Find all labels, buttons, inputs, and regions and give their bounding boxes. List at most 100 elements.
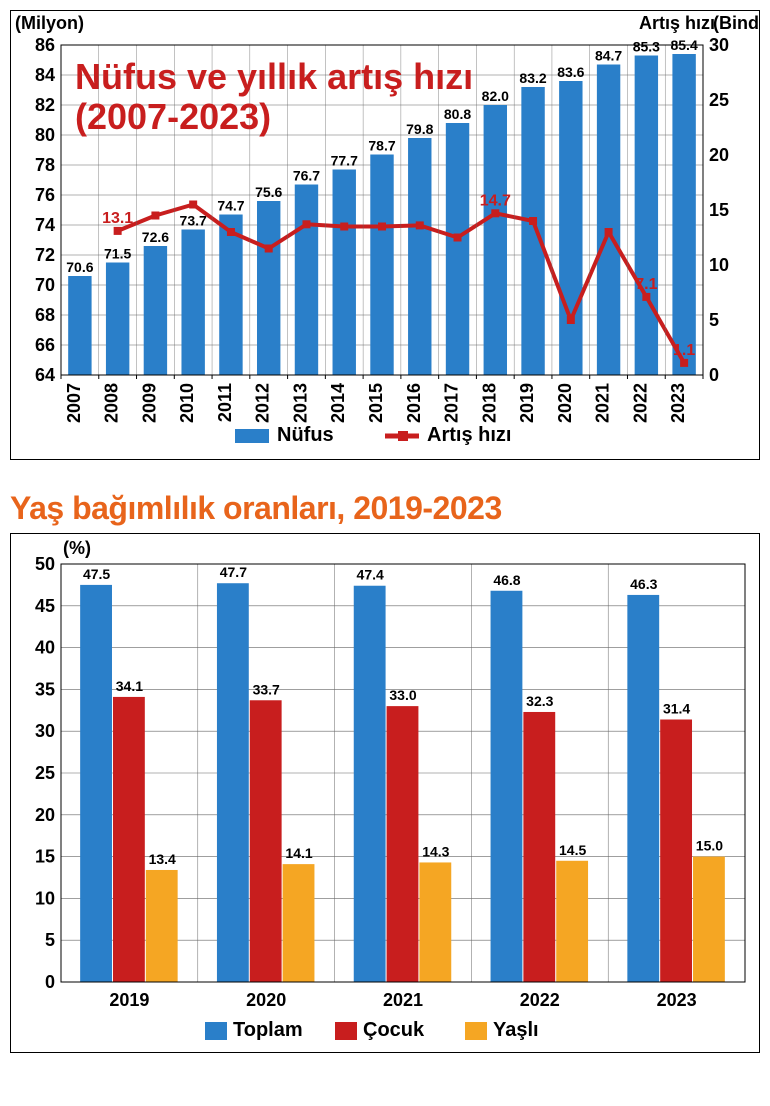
svg-text:75.6: 75.6 [255, 184, 282, 200]
svg-text:2009: 2009 [139, 383, 159, 423]
svg-text:14.3: 14.3 [422, 843, 449, 859]
svg-text:2018: 2018 [479, 383, 499, 423]
svg-text:82: 82 [35, 95, 55, 115]
svg-text:2015: 2015 [366, 383, 386, 423]
svg-text:15.0: 15.0 [696, 838, 723, 854]
svg-text:13.4: 13.4 [149, 851, 176, 867]
svg-text:10: 10 [709, 255, 729, 275]
svg-text:1.1: 1.1 [673, 342, 695, 359]
svg-text:35: 35 [35, 679, 55, 699]
svg-text:Toplam: Toplam [233, 1019, 303, 1041]
svg-text:85.3: 85.3 [633, 39, 660, 55]
svg-text:82.0: 82.0 [482, 88, 509, 104]
svg-text:84.7: 84.7 [595, 48, 622, 64]
svg-text:64: 64 [35, 365, 55, 385]
svg-text:0: 0 [45, 972, 55, 992]
svg-text:Nüfus: Nüfus [277, 424, 334, 446]
svg-text:2020: 2020 [555, 383, 575, 423]
svg-text:77.7: 77.7 [331, 153, 358, 169]
svg-text:25: 25 [35, 763, 55, 783]
svg-text:2020: 2020 [246, 990, 286, 1010]
svg-text:86: 86 [35, 35, 55, 55]
svg-text:80: 80 [35, 125, 55, 145]
svg-text:20: 20 [709, 145, 729, 165]
svg-text:78: 78 [35, 155, 55, 175]
svg-text:13.1: 13.1 [102, 210, 133, 227]
svg-text:30: 30 [35, 721, 55, 741]
svg-text:14.1: 14.1 [285, 845, 312, 861]
svg-text:Artış hızı: Artış hızı [639, 13, 715, 33]
svg-text:2022: 2022 [520, 990, 560, 1010]
svg-text:2013: 2013 [290, 383, 310, 423]
svg-text:2023: 2023 [668, 383, 688, 423]
svg-text:15: 15 [35, 847, 55, 867]
svg-text:20: 20 [35, 805, 55, 825]
svg-text:(%): (%) [63, 538, 91, 558]
svg-text:Çocuk: Çocuk [363, 1019, 425, 1041]
svg-text:68: 68 [35, 305, 55, 325]
chart1-svg: 64 66 68 70 72 74 76 78 80 82 84 86 0 5 10 15 20 25 30 (Mil… [11, 11, 759, 459]
svg-text:40: 40 [35, 638, 55, 658]
svg-text:2021: 2021 [593, 383, 613, 423]
svg-text:70: 70 [35, 275, 55, 295]
svg-text:2008: 2008 [102, 383, 122, 423]
svg-text:Nüfus ve yıllık artış hızı: Nüfus ve yıllık artış hızı [75, 56, 473, 97]
svg-text:74: 74 [35, 215, 55, 235]
svg-text:2014: 2014 [328, 383, 348, 423]
svg-text:84: 84 [35, 65, 55, 85]
svg-text:46.3: 46.3 [630, 576, 657, 592]
svg-text:66: 66 [35, 335, 55, 355]
svg-text:33.0: 33.0 [389, 687, 416, 703]
svg-text:74.7: 74.7 [217, 198, 244, 214]
svg-text:73.7: 73.7 [180, 213, 207, 229]
svg-text:76: 76 [35, 185, 55, 205]
svg-text:2022: 2022 [630, 383, 650, 423]
svg-text:72.6: 72.6 [142, 229, 169, 245]
svg-text:2019: 2019 [109, 990, 149, 1010]
svg-text:25: 25 [709, 90, 729, 110]
svg-text:32.3: 32.3 [526, 693, 553, 709]
svg-text:71.5: 71.5 [104, 246, 131, 262]
svg-text:7.1: 7.1 [635, 276, 657, 293]
svg-text:47.5: 47.5 [83, 566, 110, 582]
svg-text:15: 15 [709, 200, 729, 220]
dependency-ratio-section: Yaş bağımlılık oranları, 2019-2023 (%) 0 5… [10, 490, 760, 1053]
svg-text:2021: 2021 [383, 990, 423, 1010]
svg-text:30: 30 [709, 35, 729, 55]
svg-text:83.6: 83.6 [557, 64, 584, 80]
svg-text:(2007-2023): (2007-2023) [75, 96, 271, 137]
svg-text:46.8: 46.8 [493, 572, 520, 588]
population-growth-chart: 64 66 68 70 72 74 76 78 80 82 84 86 0 5 10 15 20 25 30 (Mil… [10, 10, 760, 460]
svg-text:2017: 2017 [442, 383, 462, 423]
svg-text:33.7: 33.7 [253, 681, 280, 697]
svg-text:2016: 2016 [404, 383, 424, 423]
svg-text:45: 45 [35, 596, 55, 616]
svg-text:Artış hızı: Artış hızı [427, 424, 511, 446]
svg-text:31.4: 31.4 [663, 700, 690, 716]
svg-text:2010: 2010 [177, 383, 197, 423]
svg-text:2011: 2011 [215, 383, 235, 422]
svg-text:72: 72 [35, 245, 55, 265]
svg-text:78.7: 78.7 [368, 138, 395, 154]
chart2-svg: (%)0510152025303540455047.534.113.420194… [11, 534, 759, 1052]
svg-text:(Milyon): (Milyon) [15, 13, 84, 33]
svg-text:5: 5 [709, 310, 719, 330]
svg-text:79.8: 79.8 [406, 121, 433, 137]
svg-text:80.8: 80.8 [444, 106, 471, 122]
svg-text:0: 0 [709, 365, 719, 385]
svg-text:2012: 2012 [253, 383, 273, 423]
chart2-title: Yaş bağımlılık oranları, 2019-2023 [10, 490, 760, 527]
svg-text:2019: 2019 [517, 383, 537, 423]
svg-text:14.7: 14.7 [480, 192, 511, 209]
svg-text:Yaşlı: Yaşlı [493, 1019, 539, 1041]
svg-text:50: 50 [35, 554, 55, 574]
svg-text:70.6: 70.6 [66, 259, 93, 275]
svg-text:83.2: 83.2 [519, 70, 546, 86]
svg-text:47.4: 47.4 [357, 567, 384, 583]
svg-text:2007: 2007 [64, 383, 84, 423]
svg-text:34.1: 34.1 [116, 678, 143, 694]
svg-text:10: 10 [35, 888, 55, 908]
svg-text:47.7: 47.7 [220, 564, 247, 580]
svg-text:14.5: 14.5 [559, 842, 586, 858]
svg-text:76.7: 76.7 [293, 168, 320, 184]
